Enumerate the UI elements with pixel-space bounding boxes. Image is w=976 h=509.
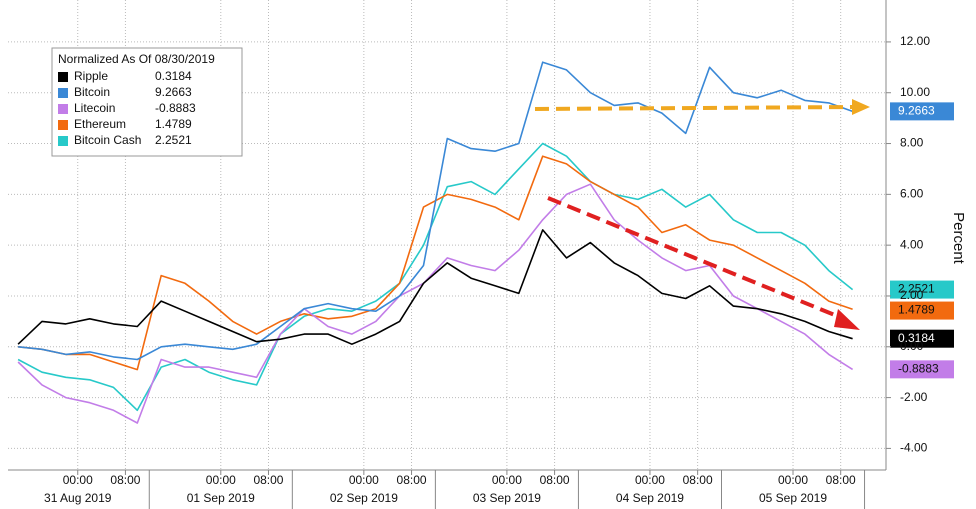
legend-value: 9.2663 <box>155 85 192 99</box>
y-tick-label: 10.00 <box>900 85 930 99</box>
x-tick-label: 08:00 <box>397 473 427 487</box>
legend-value: 0.3184 <box>155 69 192 83</box>
trend-arrow <box>534 105 856 111</box>
y-tick-label: -4.00 <box>900 441 928 455</box>
x-tick-label: 08:00 <box>253 473 283 487</box>
legend-value: 1.4789 <box>155 117 192 131</box>
arrow-head <box>834 309 860 330</box>
x-date-label: 05 Sep 2019 <box>759 491 827 505</box>
value-badge <box>890 301 954 320</box>
y-tick-label: 12.00 <box>900 34 930 48</box>
y-tick-label: 2.00 <box>900 288 924 302</box>
x-tick-label: 00:00 <box>206 473 236 487</box>
plot-lines <box>17 61 854 424</box>
y-tick-label: 4.00 <box>900 237 924 251</box>
legend-swatch <box>58 88 68 98</box>
legend-value: 2.2521 <box>155 133 192 147</box>
legend-value: -0.8883 <box>155 101 196 115</box>
legend-swatch <box>58 120 68 130</box>
legend-title: Normalized As Of 08/30/2019 <box>58 52 215 66</box>
trend-arrow <box>547 196 843 320</box>
value-badge <box>890 360 954 379</box>
x-tick-label: 00:00 <box>635 473 665 487</box>
series-line <box>18 61 853 361</box>
value-badges: 9.2663 2.2521 1.4789 0.3184 -0.8883 <box>890 102 954 379</box>
x-tick-label: 08:00 <box>110 473 140 487</box>
value-badge <box>890 102 954 121</box>
series-line <box>17 142 854 412</box>
x-tick-label: 00:00 <box>778 473 808 487</box>
legend-box <box>51 47 243 157</box>
value-badge <box>890 280 954 299</box>
arrow-head <box>852 99 870 115</box>
x-tick-label: 00:00 <box>349 473 379 487</box>
x-date-label: 03 Sep 2019 <box>473 491 541 505</box>
legend-swatch <box>58 136 68 146</box>
series-line <box>17 229 853 345</box>
legend-label: Bitcoin <box>74 85 110 99</box>
y-tick-label: -2.00 <box>900 390 928 404</box>
annotations <box>534 99 870 330</box>
series-line <box>17 183 854 424</box>
x-tick-label: 08:00 <box>683 473 713 487</box>
value-badge <box>890 329 954 348</box>
x-date-label: 04 Sep 2019 <box>616 491 684 505</box>
x-date-label: 01 Sep 2019 <box>187 491 255 505</box>
y-tick-label: 8.00 <box>900 136 924 150</box>
legend: Normalized As Of 08/30/2019 Ripple 0.3184… <box>51 47 243 157</box>
legend-label: Ripple <box>74 69 108 83</box>
x-tick-label: 08:00 <box>826 473 856 487</box>
value-badge-label: 1.4789 <box>898 303 935 317</box>
legend-label: Litecoin <box>74 101 115 115</box>
legend-swatch <box>58 72 68 82</box>
x-tick-label: 00:00 <box>63 473 93 487</box>
legend-label: Bitcoin Cash <box>74 133 141 147</box>
value-badge-label: 9.2663 <box>898 104 935 118</box>
y-axis-label: Percent <box>950 212 967 265</box>
legend-label: Ethereum <box>74 117 126 131</box>
y-tick-label: 6.00 <box>900 187 924 201</box>
x-date-label: 02 Sep 2019 <box>330 491 398 505</box>
x-tick-label: 00:00 <box>492 473 522 487</box>
y-tick-label: 0.00 <box>900 339 924 353</box>
x-tick-label: 08:00 <box>540 473 570 487</box>
value-badge-label: 0.3184 <box>898 331 935 345</box>
legend-swatch <box>58 104 68 114</box>
value-badge-label: 2.2521 <box>898 282 935 296</box>
value-badge-label: -0.8883 <box>898 362 939 376</box>
x-date-label: 31 Aug 2019 <box>44 491 112 505</box>
